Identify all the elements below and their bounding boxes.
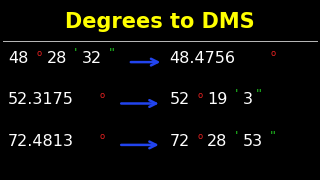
Text: 32: 32 bbox=[82, 51, 102, 66]
Text: 48.4756: 48.4756 bbox=[170, 51, 236, 66]
Text: 53: 53 bbox=[243, 134, 263, 148]
Text: o: o bbox=[198, 91, 203, 100]
Text: 52: 52 bbox=[170, 92, 190, 107]
Text: '': '' bbox=[270, 130, 277, 143]
Text: '': '' bbox=[109, 47, 116, 60]
Text: o: o bbox=[99, 91, 104, 100]
Text: 19: 19 bbox=[207, 92, 228, 107]
Text: o: o bbox=[198, 132, 203, 141]
Text: o: o bbox=[37, 50, 42, 59]
Text: '': '' bbox=[256, 88, 263, 101]
Text: o: o bbox=[99, 132, 104, 141]
Text: 28: 28 bbox=[46, 51, 67, 66]
Text: o: o bbox=[270, 50, 276, 59]
Text: 72.4813: 72.4813 bbox=[8, 134, 74, 148]
Text: Degrees to DMS: Degrees to DMS bbox=[65, 12, 255, 33]
Text: 52.3175: 52.3175 bbox=[8, 92, 74, 107]
Text: 3: 3 bbox=[243, 92, 252, 107]
Text: ': ' bbox=[74, 47, 78, 60]
Text: 48: 48 bbox=[8, 51, 28, 66]
Text: 28: 28 bbox=[207, 134, 228, 148]
Text: ': ' bbox=[235, 88, 238, 101]
Text: 72: 72 bbox=[170, 134, 190, 148]
Text: ': ' bbox=[235, 130, 238, 143]
